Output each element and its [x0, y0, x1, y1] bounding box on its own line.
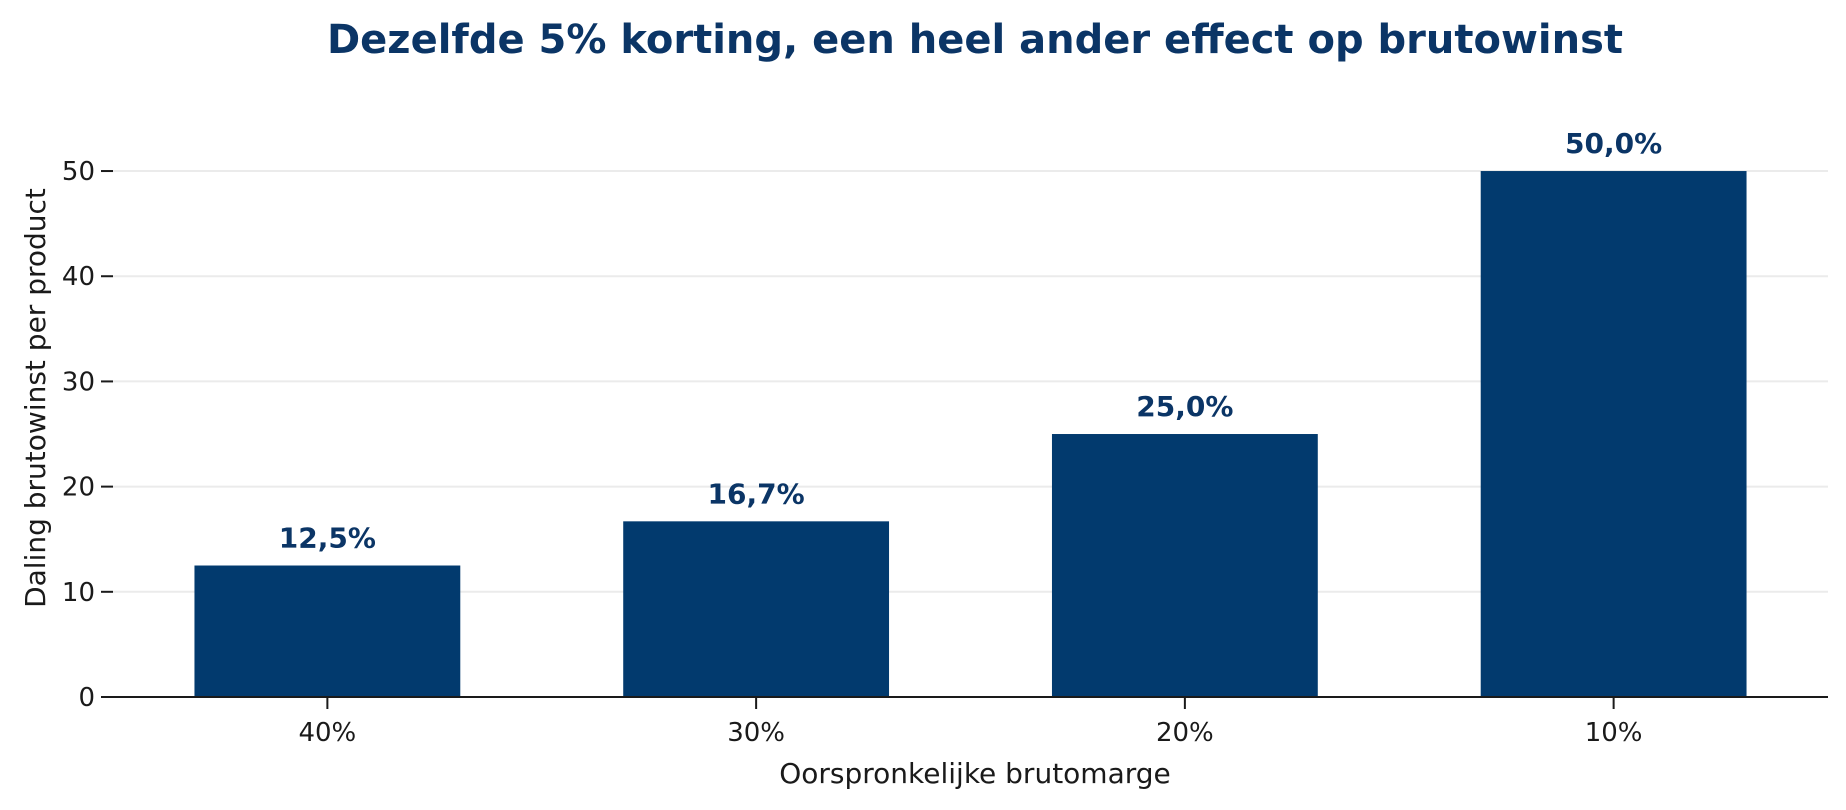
bars: 12,5% 16,7% 25,0% 50,0% — [194, 127, 1747, 698]
y-tick-label: 40 — [62, 262, 95, 292]
bar — [1051, 434, 1318, 697]
axes: 0 10 20 30 40 50 40% 30% 20% 10% — [62, 157, 1828, 748]
bar-value-label: 12,5% — [279, 522, 376, 555]
bar — [1480, 171, 1747, 698]
y-tick-label: 50 — [62, 157, 95, 187]
y-axis-label: Daling brutowinst per product — [19, 188, 52, 608]
x-axis-label: Oorspronkelijke brutomarge — [779, 757, 1171, 790]
y-tick-label: 30 — [62, 367, 95, 397]
chart-title: Dezelfde 5% korting, een heel ander effe… — [327, 17, 1623, 63]
x-tick-label: 30% — [727, 718, 785, 748]
y-tick-label: 0 — [78, 683, 95, 713]
y-tick-label: 20 — [62, 473, 95, 503]
x-tick-label: 20% — [1156, 718, 1214, 748]
bar-value-label: 16,7% — [708, 477, 805, 510]
bar — [623, 521, 890, 697]
y-tick-label: 10 — [62, 578, 95, 608]
bar-value-label: 25,0% — [1136, 390, 1233, 423]
x-tick-label: 40% — [298, 718, 356, 748]
bar — [194, 565, 461, 697]
bar-value-label: 50,0% — [1565, 127, 1662, 160]
x-tick-label: 10% — [1585, 718, 1643, 748]
